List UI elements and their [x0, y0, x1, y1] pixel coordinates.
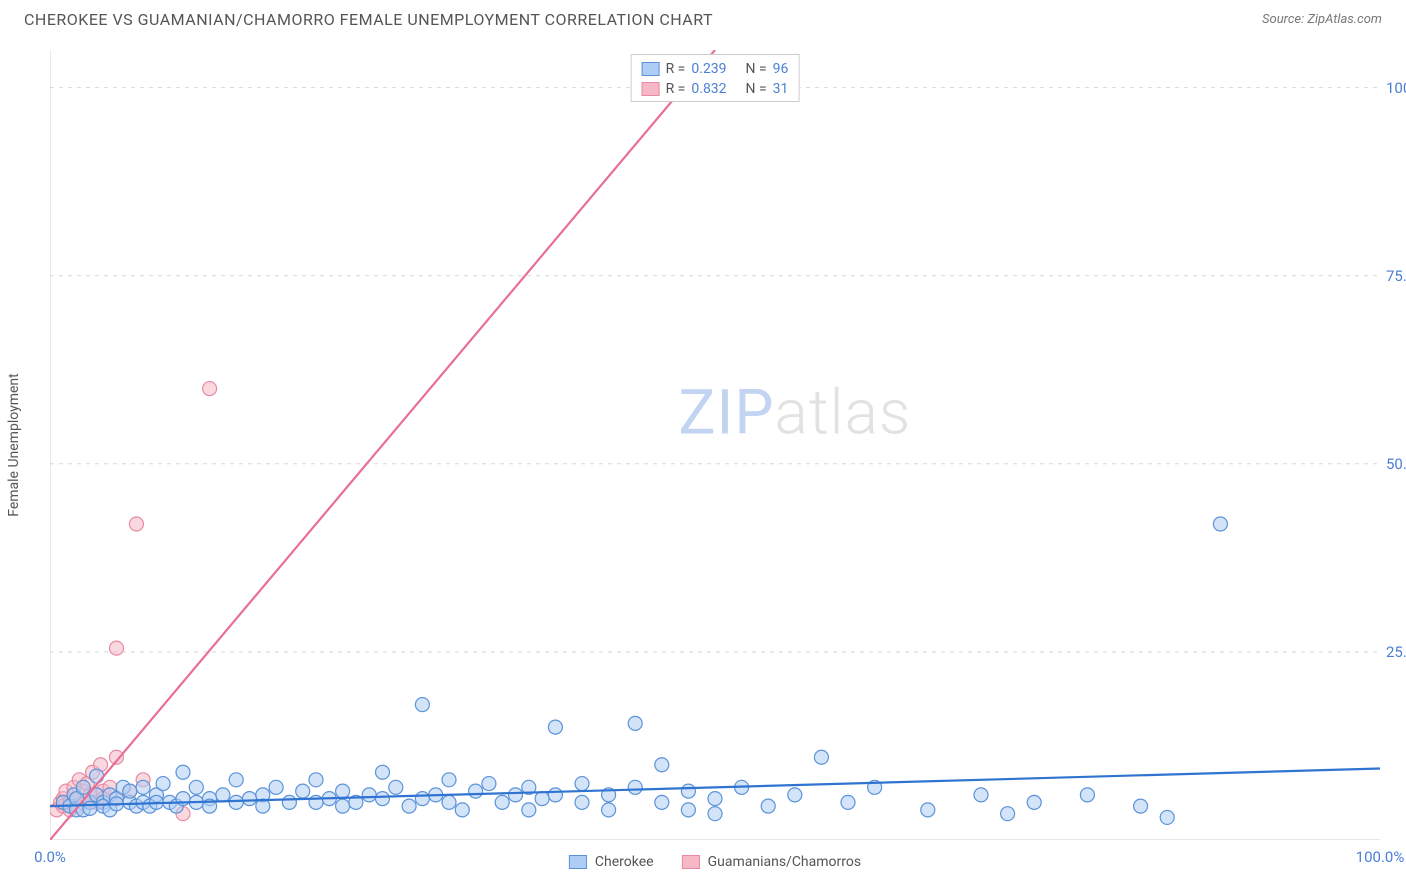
y-tick-label: 75.0%: [1386, 267, 1406, 285]
n-label: N =: [746, 79, 767, 99]
legend-row-guamanian: R = 0.832 N = 31: [642, 79, 789, 99]
n-label: N =: [746, 59, 767, 79]
scatter-plot: [50, 50, 1380, 840]
series-legend: Cherokee Guamanians/Chamorros: [569, 854, 861, 870]
r-label: R =: [666, 79, 686, 99]
x-tick-min: 0.0%: [34, 848, 66, 866]
y-tick-label: 50.0%: [1386, 455, 1406, 473]
swatch-icon: [642, 82, 660, 96]
chart-header: CHEROKEE VS GUAMANIAN/CHAMORRO FEMALE UN…: [0, 0, 1406, 35]
legend-label: Cherokee: [595, 854, 654, 870]
swatch-icon: [642, 62, 660, 76]
r-value: 0.239: [691, 59, 726, 79]
r-value: 0.832: [691, 79, 726, 99]
legend-label: Guamanians/Chamorros: [708, 854, 862, 870]
legend-row-cherokee: R = 0.239 N = 96: [642, 59, 789, 79]
y-tick-label: 25.0%: [1386, 643, 1406, 661]
x-tick-max: 100.0%: [1356, 848, 1405, 866]
swatch-icon: [682, 855, 700, 869]
legend-item-cherokee: Cherokee: [569, 854, 654, 870]
chart-source: Source: ZipAtlas.com: [1262, 12, 1382, 27]
swatch-icon: [569, 855, 587, 869]
r-label: R =: [666, 59, 686, 79]
y-tick-label: 100.0%: [1386, 79, 1406, 97]
n-value: 96: [773, 59, 789, 79]
legend-item-guamanian: Guamanians/Chamorros: [682, 854, 862, 870]
chart-area: Female Unemployment ZIPatlas R = 0.239 N…: [50, 50, 1380, 840]
n-value: 31: [773, 79, 789, 99]
correlation-legend: R = 0.239 N = 96 R = 0.832 N = 31: [631, 54, 800, 102]
chart-title: CHEROKEE VS GUAMANIAN/CHAMORRO FEMALE UN…: [24, 10, 713, 29]
y-axis-label: Female Unemployment: [6, 373, 22, 517]
